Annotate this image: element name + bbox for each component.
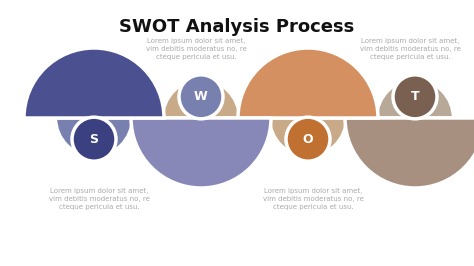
Text: Lorem ipsum dolor sit amet,
vim debitis moderatus no, re
cteque pericula et usu.: Lorem ipsum dolor sit amet, vim debitis … — [48, 188, 149, 210]
Circle shape — [393, 75, 437, 119]
Wedge shape — [345, 118, 474, 188]
Text: Lorem ipsum dolor sit amet,
vim debitis moderatus no, re
cteque pericula et usu.: Lorem ipsum dolor sit amet, vim debitis … — [360, 38, 460, 60]
Wedge shape — [55, 118, 133, 156]
Text: SWOT Analysis Process: SWOT Analysis Process — [119, 18, 355, 36]
Text: W: W — [194, 90, 208, 103]
Text: T: T — [410, 90, 419, 103]
Wedge shape — [24, 48, 164, 118]
Wedge shape — [163, 80, 239, 118]
Text: O: O — [303, 133, 313, 146]
Text: S: S — [90, 133, 99, 146]
Text: Lorem ipsum dolor sit amet,
vim debitis moderatus no, re
cteque pericula et usu.: Lorem ipsum dolor sit amet, vim debitis … — [146, 38, 246, 60]
Wedge shape — [376, 80, 454, 118]
Wedge shape — [270, 118, 346, 156]
Circle shape — [179, 75, 223, 119]
Circle shape — [72, 117, 116, 161]
Circle shape — [286, 117, 330, 161]
Wedge shape — [238, 48, 378, 118]
Wedge shape — [131, 118, 271, 188]
Text: Lorem ipsum dolor sit amet,
vim debitis moderatus no, re
cteque pericula et usu.: Lorem ipsum dolor sit amet, vim debitis … — [263, 188, 364, 210]
